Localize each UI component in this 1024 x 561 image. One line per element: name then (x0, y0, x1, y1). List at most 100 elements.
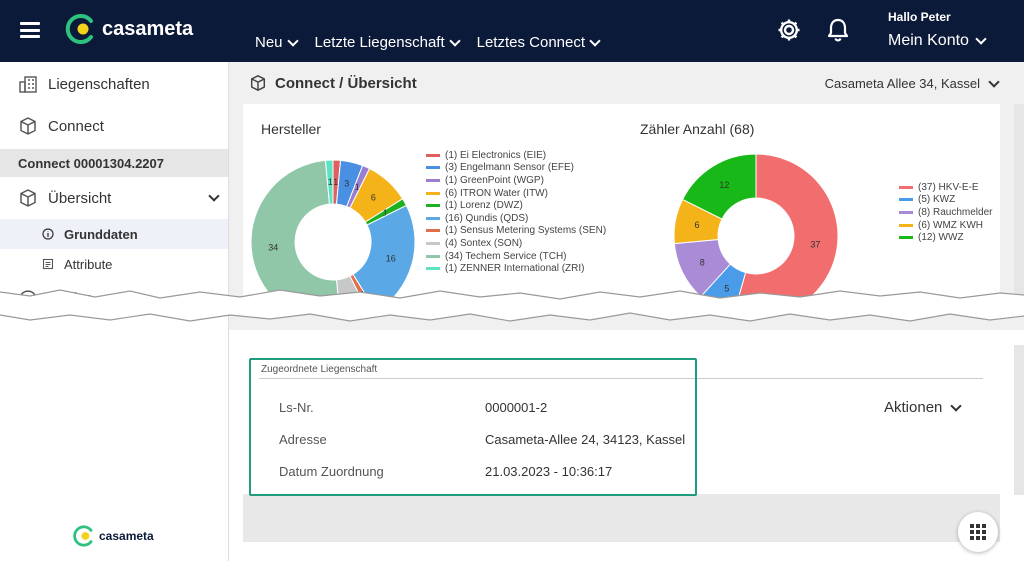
nav-letztes-connect[interactable]: Letztes Connect (476, 34, 601, 51)
hersteller-legend-swatch (426, 166, 440, 170)
greeting: Hallo Peter (888, 10, 951, 24)
charts-card: Hersteller 131611614341 (1) Ei Electroni… (243, 104, 1000, 314)
zaehler-legend-swatch (899, 236, 913, 240)
account-label: Mein Konto (888, 32, 969, 49)
top-bar: casameta Neu Letzte Liegenschaft Letztes… (0, 0, 1024, 62)
nav-neu[interactable]: Neu (255, 34, 299, 51)
assignment-card: Zugeordnete Liegenschaft Ls-Nr. 0000001-… (243, 336, 1000, 494)
chevron-down-icon (448, 34, 461, 47)
sidebar-item-label: Attribute (64, 256, 113, 272)
cube-icon (20, 189, 36, 207)
nav-letzte-liegenschaft[interactable]: Letzte Liegenschaft (314, 34, 461, 51)
hersteller-legend-swatch (426, 241, 440, 245)
torn-edge-divider (0, 289, 1024, 322)
highlight-frame (249, 358, 697, 496)
address-select[interactable]: Casameta Allee 34, Kassel (824, 75, 1000, 91)
scrollbar[interactable] (1014, 104, 1024, 294)
hersteller-legend-swatch (426, 267, 440, 271)
hersteller-slice[interactable] (324, 159, 334, 205)
sidebar-item-grunddaten[interactable]: Grunddaten (0, 219, 228, 249)
casameta-logo-icon (73, 525, 93, 547)
account-dropdown[interactable]: Mein Konto (888, 32, 987, 50)
sidebar-item-label: Connect (48, 117, 104, 135)
brand-name: casameta (102, 17, 194, 40)
sidebar-item-liegenschaften[interactable]: Liegenschaften (0, 63, 228, 105)
hersteller-legend-item[interactable]: (1) Sensus Metering Systems (SEN) (426, 225, 606, 238)
hersteller-legend-swatch (426, 191, 440, 195)
sidebar-item-attribute[interactable]: Attribute (0, 249, 228, 279)
brand-logo[interactable]: casameta (64, 12, 193, 46)
zaehler-legend-item[interactable]: (6) WMZ KWH (899, 219, 992, 232)
zaehler-slice-label: 6 (695, 220, 700, 230)
hersteller-legend-swatch (426, 229, 440, 233)
nav-letztes-connect-label: Letztes Connect (476, 34, 586, 51)
actions-dropdown[interactable]: Aktionen (884, 399, 963, 416)
hersteller-legend-label: (1) Sensus Metering Systems (SEN) (445, 225, 607, 237)
sidebar-item-connect[interactable]: Connect (0, 105, 228, 147)
hersteller-legend-item[interactable]: (1) Lorenz (DWZ) (426, 199, 606, 212)
menu-icon[interactable] (20, 22, 40, 38)
hersteller-legend-swatch (426, 204, 440, 208)
scrollbar[interactable] (1014, 345, 1024, 495)
chevron-down-icon (286, 34, 299, 47)
page-title: Connect / Übersicht (275, 74, 417, 92)
hersteller-legend-label: (1) Lorenz (DWZ) (445, 200, 523, 212)
hersteller-legend-item[interactable]: (34) Techem Service (TCH) (426, 250, 606, 263)
apps-button[interactable] (958, 512, 998, 552)
hersteller-legend-label: (1) GreenPoint (WGP) (445, 174, 544, 186)
hersteller-legend-item[interactable]: (1) Ei Electronics (EIE) (426, 149, 606, 162)
nav-letzte-liegenschaft-label: Letzte Liegenschaft (314, 34, 445, 51)
sidebar-item-label: Liegenschaften (48, 75, 150, 93)
hersteller-legend-item[interactable]: (16) Qundis (QDS) (426, 212, 606, 225)
hersteller-legend-item[interactable]: (4) Sontex (SON) (426, 237, 606, 250)
page-header: Connect / Übersicht Casameta Allee 34, K… (229, 62, 1024, 104)
hersteller-legend-swatch (426, 216, 440, 220)
nav-neu-label: Neu (255, 34, 283, 51)
casameta-logo-icon (65, 14, 93, 44)
value-adresse: Casameta-Allee 24, 34123, Kassel (485, 432, 686, 447)
hersteller-legend-label: (16) Qundis (QDS) (445, 212, 529, 224)
chart-title-zaehler: Zähler Anzahl (68) (640, 121, 755, 137)
zaehler-slice[interactable] (734, 153, 839, 306)
hersteller-legend-label: (3) Engelmann Sensor (EFE) (445, 162, 574, 174)
zaehler-legend-label: (12) WWZ (918, 232, 964, 244)
zaehler-slice-label: 8 (700, 258, 705, 268)
label-ls-nr: Ls-Nr. (279, 400, 314, 415)
legend-hersteller: (1) Ei Electronics (EIE) (3) Engelmann Se… (426, 149, 606, 275)
main-nav: Neu Letzte Liegenschaft Letztes Connect (255, 34, 601, 51)
info-icon (42, 228, 54, 240)
zaehler-legend-item[interactable]: (37) HKV-E-E (899, 181, 992, 194)
hersteller-legend-item[interactable]: (1) GreenPoint (WGP) (426, 174, 606, 187)
zaehler-slice[interactable] (681, 153, 757, 220)
building-icon (19, 76, 37, 93)
hersteller-legend-label: (4) Sontex (SON) (445, 237, 523, 249)
value-ls-nr: 0000001-2 (485, 400, 548, 415)
value-datum-zuordnung: 21.03.2023 - 10:36:17 (485, 464, 613, 479)
hersteller-slice-label: 1 (333, 177, 338, 187)
hersteller-legend-item[interactable]: (6) ITRON Water (ITW) (426, 187, 606, 200)
user-menu[interactable]: Hallo Peter Mein Konto (888, 10, 987, 50)
hersteller-legend-item[interactable]: (3) Engelmann Sensor (EFE) (426, 162, 606, 175)
chevron-down-icon (208, 190, 220, 202)
zaehler-legend-label: (5) KWZ (918, 194, 956, 206)
bell-icon[interactable] (826, 17, 850, 43)
zaehler-legend-item[interactable]: (5) KWZ (899, 194, 992, 207)
hersteller-legend-item[interactable]: (1) ZENNER International (ZRI) (426, 262, 606, 275)
top-icons (776, 17, 850, 43)
zaehler-legend-item[interactable]: (12) WWZ (899, 231, 992, 244)
sidebar-footer-logo: casameta (72, 524, 154, 548)
gear-icon[interactable] (776, 17, 802, 43)
zaehler-slice-label: 5 (724, 283, 729, 293)
zaehler-legend-label: (6) WMZ KWH (918, 219, 983, 231)
zaehler-legend-item[interactable]: (8) Rauchmelder (899, 206, 992, 219)
sidebar-group-uebersicht[interactable]: Übersicht (0, 177, 228, 219)
zaehler-legend-label: (8) Rauchmelder (918, 206, 993, 218)
hersteller-slice-label: 16 (386, 253, 396, 263)
zaehler-legend-swatch (899, 223, 913, 227)
footer-brand-name: casameta (99, 529, 154, 543)
donut-chart-zaehler: 37 5 8 6 12 (673, 153, 839, 306)
sidebar-group-label: Übersicht (48, 189, 112, 207)
hersteller-slice-label: 1 (328, 177, 333, 187)
address-select-value: Casameta Allee 34, Kassel (824, 76, 980, 91)
hersteller-legend-label: (6) ITRON Water (ITW) (445, 187, 548, 199)
